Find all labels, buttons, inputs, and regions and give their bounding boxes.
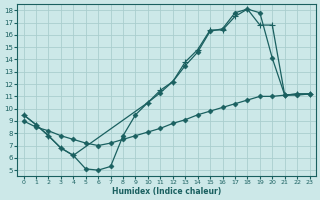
X-axis label: Humidex (Indice chaleur): Humidex (Indice chaleur)	[112, 187, 221, 196]
